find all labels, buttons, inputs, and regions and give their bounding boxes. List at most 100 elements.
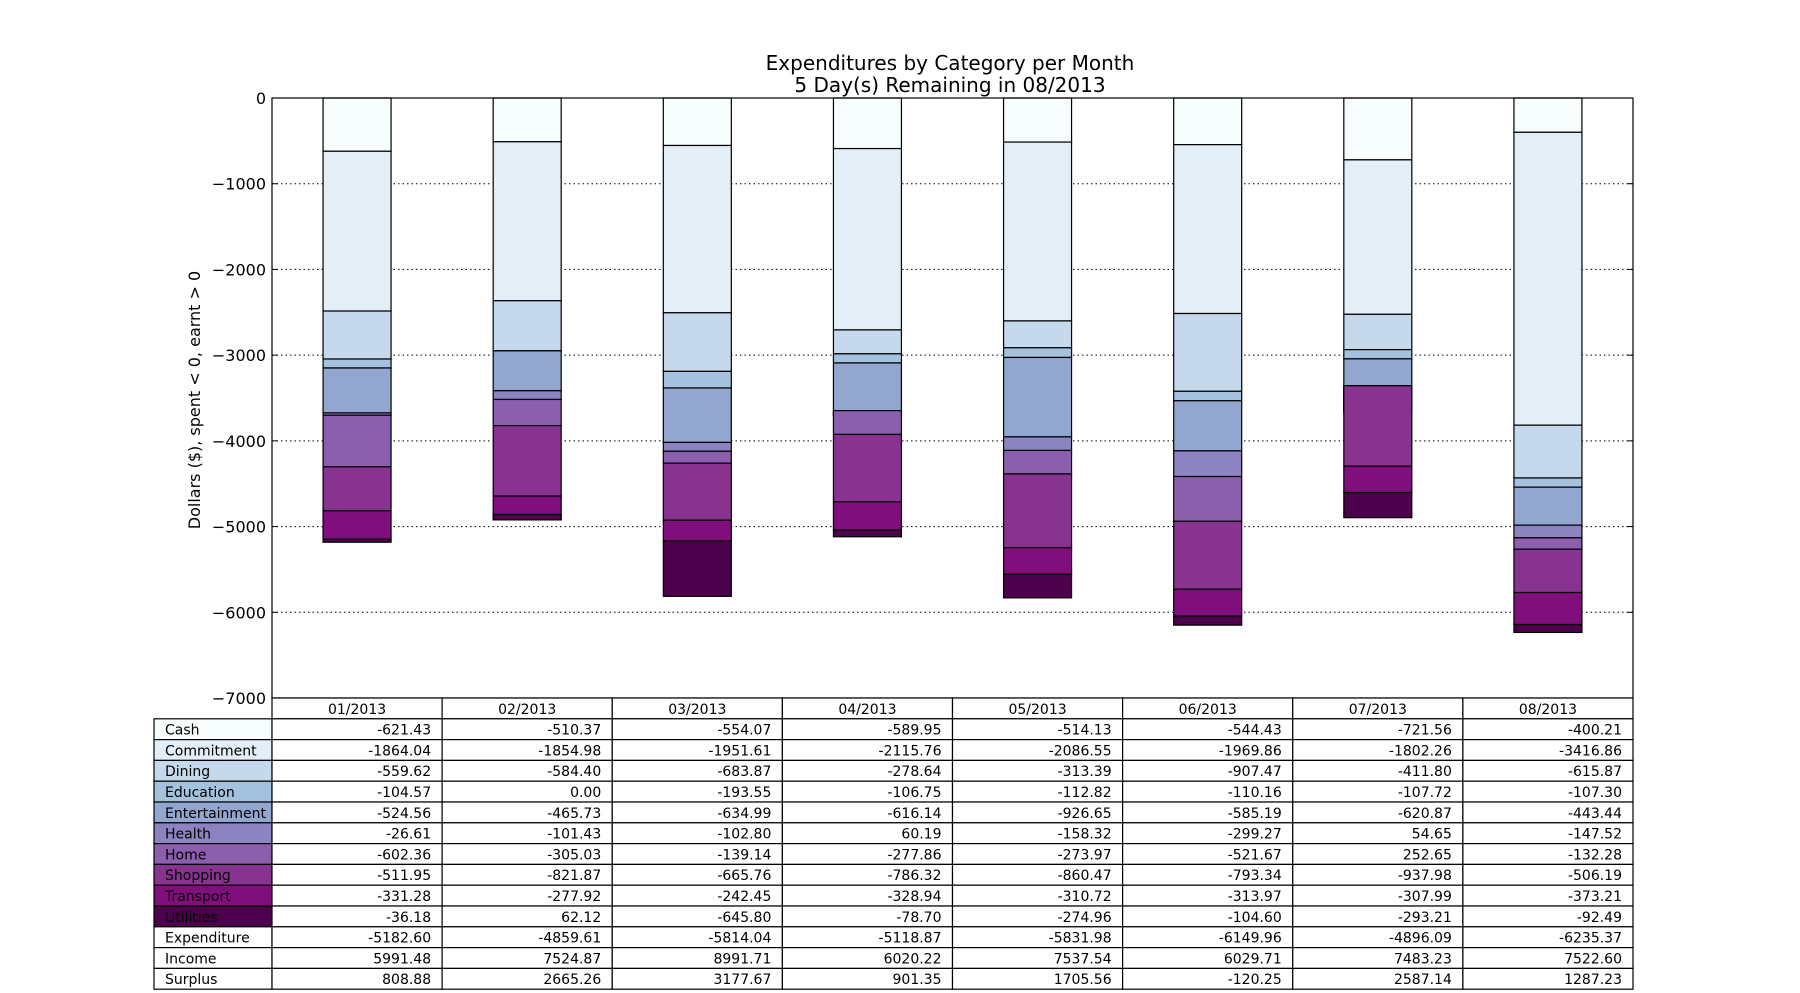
table-cell-value: -5831.98: [1049, 931, 1112, 947]
table-cell-value: -307.99: [1398, 889, 1452, 905]
table-cell-value: -3416.86: [1559, 743, 1622, 759]
table-cell-value: -104.57: [377, 785, 431, 801]
bar-segment: [322, 538, 392, 543]
bar-segment: [1002, 573, 1073, 599]
table-cell-value: -615.87: [1568, 764, 1622, 780]
bar-segment: [662, 387, 732, 444]
bar-segment: [1513, 486, 1583, 526]
grid-lines: [272, 183, 1633, 613]
bar-segment: [1343, 349, 1413, 360]
table-row-label: Income: [165, 951, 217, 967]
table-row-label: Expenditure: [165, 931, 250, 947]
table-row-label: Cash: [165, 723, 200, 739]
table-cell-value: -544.43: [1228, 723, 1282, 739]
table-row-label: Health: [165, 827, 211, 843]
table-cell-value: 901.35: [893, 972, 942, 988]
table-cell-value: -5814.04: [708, 931, 771, 947]
table-cell-value: -92.49: [1577, 910, 1622, 926]
bar-segment: [1173, 144, 1243, 315]
table-cell-value: -6235.37: [1559, 931, 1622, 947]
table-row-label: Surplus: [165, 972, 217, 988]
table-cell-value: -616.14: [887, 806, 941, 822]
bar-segment: [322, 466, 392, 512]
table-cell-value: -5118.87: [879, 931, 942, 947]
table-cell-value: -400.21: [1568, 723, 1622, 739]
table-cell-value: -273.97: [1058, 847, 1112, 863]
bar-segment: [1173, 475, 1243, 522]
bar-segment: [832, 329, 903, 355]
table-cell-value: -112.82: [1058, 785, 1112, 801]
table-cell-value: -589.95: [887, 723, 941, 739]
table-cell: [1462, 967, 1634, 990]
bar-segment: [1002, 97, 1073, 143]
bar-segment: [492, 424, 562, 497]
bar-segment: [1002, 141, 1073, 322]
table-row-label: Education: [165, 785, 235, 801]
bar-segment: [322, 97, 392, 152]
table-cell-value: -6149.96: [1219, 931, 1282, 947]
table-cell-value: -585.19: [1228, 806, 1282, 822]
bar-segment: [662, 540, 732, 597]
bar-segment: [1343, 159, 1413, 315]
bar-segment: [1513, 537, 1583, 550]
table-cell-value: 2665.26: [543, 972, 601, 988]
table-cell-value: -313.39: [1058, 764, 1112, 780]
y-tick-label: −2000: [212, 260, 266, 279]
table-cell-value: -821.87: [547, 868, 601, 884]
bar-segment: [492, 350, 562, 392]
bar-segment: [1173, 97, 1243, 146]
bar-segment: [832, 410, 903, 436]
table-cell-value: -514.13: [1058, 723, 1112, 739]
table-cell-value: -1951.61: [708, 743, 771, 759]
bars: [322, 97, 1583, 634]
table-cell-value: 7537.54: [1054, 951, 1112, 967]
table-cell-value: -524.56: [377, 806, 431, 822]
x-category-label: 06/2013: [1179, 702, 1237, 718]
bar-segment: [1513, 591, 1583, 626]
table-cell-value: -120.25: [1228, 972, 1282, 988]
bar-segment: [832, 501, 903, 531]
table-cell-value: -683.87: [717, 764, 771, 780]
bar-segment: [1173, 450, 1243, 478]
table-cell-value: 6020.22: [884, 951, 942, 967]
x-category-label: 07/2013: [1349, 702, 1407, 718]
bar-segment: [662, 441, 732, 452]
bar-segment: [1513, 131, 1583, 426]
table-cell-value: -278.64: [887, 764, 941, 780]
bar-segment: [1002, 320, 1073, 349]
bar-segment: [1002, 547, 1073, 575]
table-cell-value: -331.28: [377, 889, 431, 905]
y-tick-label: −6000: [212, 603, 266, 622]
bar-segment: [1513, 548, 1583, 594]
table-cell-value: -620.87: [1398, 806, 1452, 822]
bar-segment: [1173, 312, 1243, 392]
table-cell-value: -193.55: [717, 785, 771, 801]
table-cell-value: -139.14: [717, 847, 771, 863]
table-cell-value: -107.30: [1568, 785, 1622, 801]
bar-segment: [1343, 491, 1413, 519]
table-cell-value: -506.19: [1568, 868, 1622, 884]
table-cell-value: -1854.98: [538, 743, 601, 759]
bar-segment: [1173, 615, 1243, 626]
bar-segment: [1173, 400, 1243, 452]
table-cell-value: -305.03: [547, 847, 601, 863]
bar-segment: [492, 398, 562, 427]
table-cell-value: -559.62: [377, 764, 431, 780]
table-cell-value: -665.76: [717, 868, 771, 884]
bar-segment: [492, 97, 562, 143]
bar-segment: [662, 450, 732, 464]
table-cell-value: -242.45: [717, 889, 771, 905]
table-cell-value: -277.92: [547, 889, 601, 905]
bar-segment: [322, 310, 392, 360]
table-cell-value: -721.56: [1398, 723, 1452, 739]
table-cell-value: 7483.23: [1394, 951, 1452, 967]
y-tick-label: −4000: [212, 432, 266, 451]
table-cell-value: -645.80: [717, 910, 771, 926]
x-category-label: 02/2013: [498, 702, 556, 718]
table-row-label: Utilities: [165, 910, 218, 926]
table-cell-value: -1802.26: [1389, 743, 1452, 759]
y-tick-label: −5000: [212, 518, 266, 537]
bar-segment: [832, 353, 903, 364]
table-cell-value: 54.65: [1412, 827, 1452, 843]
bar-segment: [1513, 424, 1583, 479]
